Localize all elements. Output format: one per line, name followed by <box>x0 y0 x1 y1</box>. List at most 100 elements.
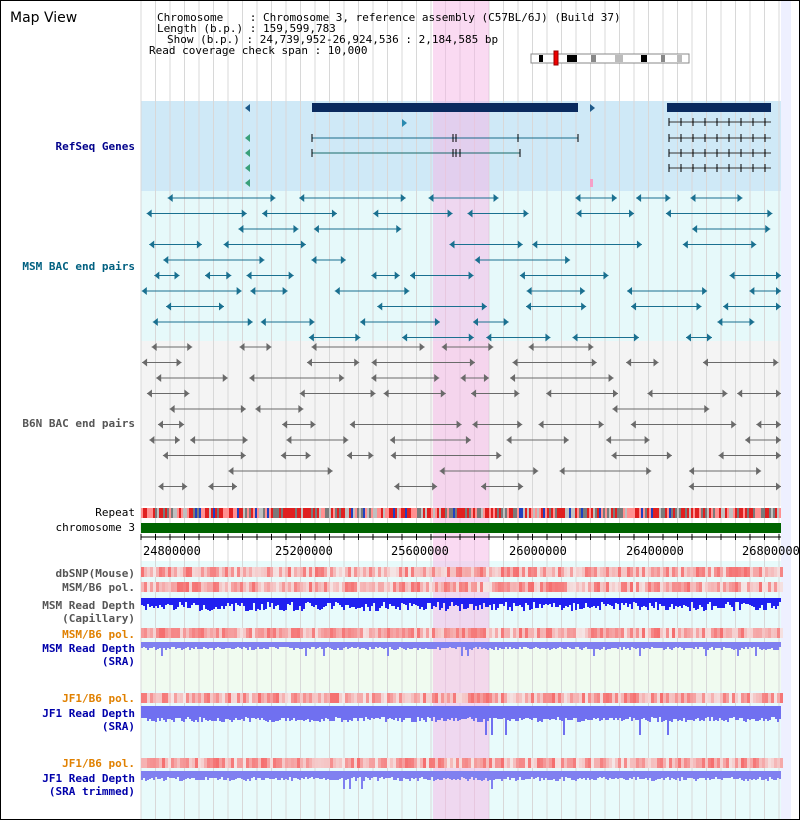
jf1-depth-trim-bar <box>191 771 193 778</box>
jf1-depth-trim-bar <box>209 771 211 778</box>
jf1-depth-sra-bar <box>313 706 315 721</box>
jf1-depth-sra-bar <box>247 706 249 718</box>
msm-b6-pol-heat <box>777 582 780 592</box>
msm-b6-pol-heat <box>750 582 753 592</box>
jf1-depth-sra-bar <box>529 706 531 719</box>
msm-depth-sra-bar <box>633 642 635 648</box>
repeat-block <box>321 508 323 518</box>
jf1-depth-trim-bar <box>295 771 297 778</box>
dbsnp-heat <box>282 567 285 577</box>
msm-depth-capillary-bar <box>595 598 597 608</box>
jf1-depth-sra-bar <box>161 706 163 718</box>
msm-b6-pol-heat <box>423 628 426 638</box>
msm-depth-sra-bar <box>469 642 471 649</box>
ideogram-band <box>539 55 543 62</box>
msm-bac-pair-end <box>400 194 406 202</box>
jf1-depth-sra-bar <box>557 706 559 717</box>
msm-depth-capillary-bar <box>587 598 589 607</box>
msm-depth-capillary-bar <box>547 598 549 605</box>
dbsnp-heat <box>621 567 624 577</box>
dbsnp-heat <box>234 567 237 577</box>
track-label-jf1-depth-trim-1[interactable]: JF1 Read Depth <box>42 772 135 785</box>
jf1-b6-pol-heat <box>582 758 585 768</box>
msm-b6-pol-heat <box>228 582 231 592</box>
dbsnp-heat <box>633 567 636 577</box>
jf1-b6-pol-heat <box>645 693 648 703</box>
track-label-msm-depth-cap-1[interactable]: MSM Read Depth <box>42 599 135 612</box>
jf1-b6-pol-heat <box>525 693 528 703</box>
jf1-b6-pol-heat <box>447 693 450 703</box>
track-label-msm-depth-sra-1[interactable]: MSM Read Depth <box>42 642 135 655</box>
dbsnp-heat <box>615 567 618 577</box>
jf1-b6-pol-heat <box>396 758 399 768</box>
repeat-block <box>665 508 667 518</box>
b6n-bac-pair-end <box>158 482 164 491</box>
jf1-b6-pol-heat <box>615 758 618 768</box>
track-label-jf1-b6-pol-2[interactable]: JF1/B6 pol. <box>62 757 135 770</box>
track-label-msm-b6-pol-1[interactable]: MSM/B6 pol. <box>62 581 135 594</box>
msm-depth-capillary-bar <box>581 598 583 609</box>
jf1-depth-trim-bar <box>535 771 537 778</box>
jf1-depth-trim-bar <box>205 771 207 777</box>
track-label-refseq[interactable]: RefSeq Genes <box>55 140 135 153</box>
msm-b6-pol-heat <box>609 582 612 592</box>
jf1-b6-pol-heat <box>771 693 774 703</box>
track-label-msm-bac[interactable]: MSM BAC end pairs <box>22 260 135 273</box>
msm-depth-capillary-bar <box>503 598 505 606</box>
jf1-b6-pol-heat <box>486 758 489 768</box>
msm-depth-sra-bar <box>581 642 583 650</box>
msm-depth-capillary-bar <box>497 598 499 608</box>
jf1-b6-pol-heat <box>480 758 483 768</box>
b6n-bac-pair-end <box>626 358 632 367</box>
track-label-jf1-depth-sra-1[interactable]: JF1 Read Depth <box>42 707 135 720</box>
track-label-jf1-b6-pol-1[interactable]: JF1/B6 pol. <box>62 692 135 705</box>
jf1-b6-pol-heat <box>162 758 165 768</box>
msm-depth-sra-bar <box>315 642 317 649</box>
jf1-b6-pol-heat <box>267 693 270 703</box>
jf1-depth-trim-bar <box>743 771 745 781</box>
b6n-bac-pair-end <box>528 343 534 351</box>
jf1-depth-trim-bar <box>361 771 363 789</box>
msm-depth-capillary-bar <box>333 598 335 606</box>
msm-b6-pol-heat <box>780 628 783 638</box>
b6n-bac-pair-end <box>240 405 246 413</box>
msm-depth-sra-bar <box>147 642 149 650</box>
jf1-depth-trim-bar <box>215 771 217 778</box>
repeat-block <box>645 508 647 518</box>
msm-depth-capillary-bar <box>411 598 413 606</box>
jf1-depth-sra-bar <box>237 706 239 720</box>
jf1-depth-sra-bar <box>351 706 353 721</box>
msm-depth-capillary-bar <box>171 598 173 605</box>
msm-b6-pol-heat <box>195 582 198 592</box>
msm-depth-sra-bar <box>209 642 211 648</box>
jf1-depth-sra-bar <box>635 706 637 720</box>
msm-bac-pair-end <box>631 302 637 311</box>
msm-b6-pol-heat <box>252 628 255 638</box>
track-label-b6n-bac[interactable]: B6N BAC end pairs <box>22 417 135 430</box>
repeat-block <box>167 508 169 518</box>
msm-depth-capillary-bar <box>637 598 639 606</box>
track-label-dbsnp[interactable]: dbSNP(Mouse) <box>55 567 135 580</box>
msm-b6-pol-heat <box>147 628 150 638</box>
jf1-b6-pol-heat <box>384 693 387 703</box>
jf1-b6-pol-heat <box>582 693 585 703</box>
jf1-b6-pol-heat <box>240 693 243 703</box>
msm-b6-pol-heat <box>408 628 411 638</box>
jf1-depth-trim-bar <box>493 771 495 780</box>
dbsnp-heat <box>411 567 414 577</box>
msm-b6-pol-heat <box>264 582 267 592</box>
dbsnp-heat <box>609 567 612 577</box>
track-label-msm-b6-pol-2[interactable]: MSM/B6 pol. <box>62 628 135 641</box>
jf1-depth-sra-bar <box>673 706 675 719</box>
repeat-block <box>231 508 233 518</box>
msm-b6-pol-heat <box>615 628 618 638</box>
dbsnp-heat <box>267 567 270 577</box>
b6n-bac-pair-end <box>343 436 349 444</box>
repeat-block <box>463 508 465 518</box>
jf1-depth-sra-bar <box>381 706 383 717</box>
repeat-block <box>183 508 185 518</box>
msm-depth-sra-bar <box>699 642 701 647</box>
jf1-depth-trim-bar <box>653 771 655 781</box>
